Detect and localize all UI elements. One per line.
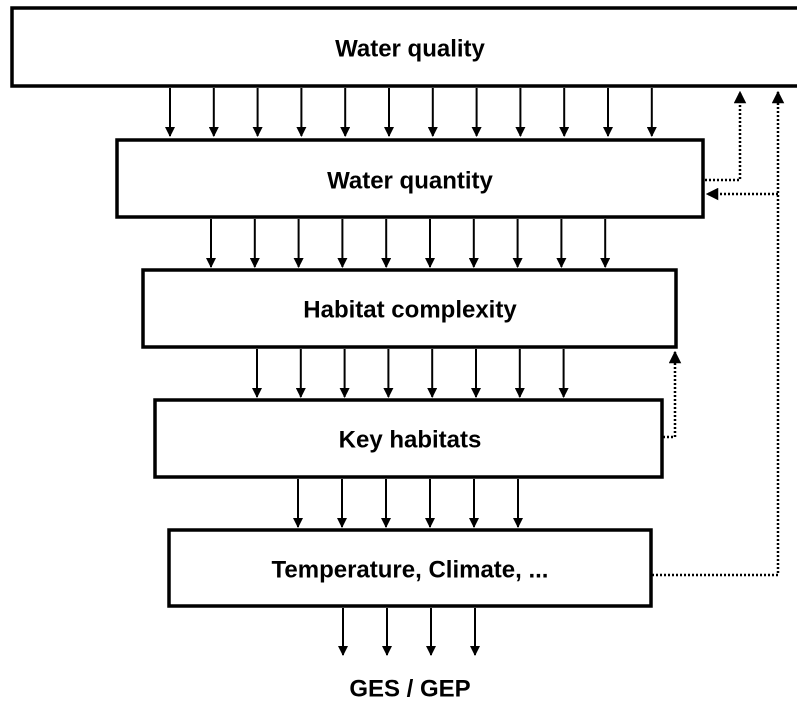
feedback: [652, 90, 785, 577]
node-label: Water quantity: [327, 167, 493, 194]
arrows: [165, 88, 657, 656]
output-label: GES / GEP: [349, 675, 470, 702]
node-label: Temperature, Climate, ...: [272, 556, 549, 583]
box: [115, 138, 705, 219]
node-label: Habitat complexity: [303, 296, 517, 323]
node-label: Water quality: [335, 35, 485, 62]
node-label: Key habitats: [339, 426, 482, 453]
box: [153, 398, 664, 479]
box: [141, 268, 678, 349]
boxes: [10, 6, 797, 608]
box: [10, 6, 797, 88]
feedback-arrow: [652, 90, 785, 577]
box: [167, 528, 653, 608]
feedback-arrow: [705, 90, 747, 182]
feedback-arrow: [663, 350, 682, 439]
